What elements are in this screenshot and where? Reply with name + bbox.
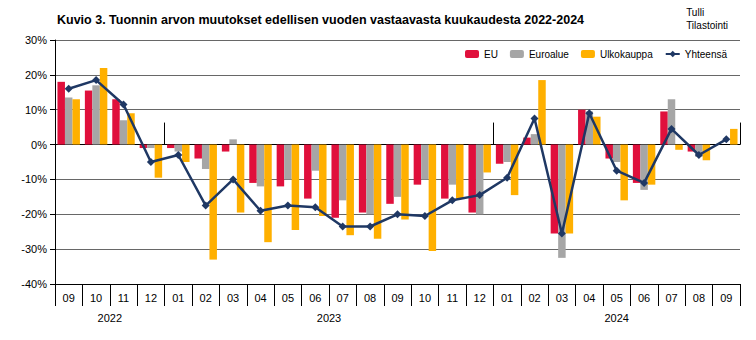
svg-text:-30%: -30% xyxy=(21,243,47,255)
svg-text:12: 12 xyxy=(145,292,157,304)
svg-text:0%: 0% xyxy=(31,139,47,151)
svg-text:-10%: -10% xyxy=(21,173,47,185)
svg-text:2024: 2024 xyxy=(604,312,628,324)
svg-text:Euroalue: Euroalue xyxy=(529,49,569,60)
svg-text:12: 12 xyxy=(474,292,486,304)
svg-text:-20%: -20% xyxy=(21,208,47,220)
svg-text:01: 01 xyxy=(172,292,184,304)
svg-text:-40%: -40% xyxy=(21,278,47,290)
svg-text:11: 11 xyxy=(447,292,458,304)
svg-text:06: 06 xyxy=(309,292,321,304)
svg-text:07: 07 xyxy=(665,292,677,304)
svg-text:04: 04 xyxy=(583,292,595,304)
svg-text:Ulkokauppa: Ulkokauppa xyxy=(600,49,653,60)
svg-text:EU: EU xyxy=(484,49,498,60)
svg-text:2022: 2022 xyxy=(98,312,122,324)
svg-text:02: 02 xyxy=(528,292,540,304)
svg-text:09: 09 xyxy=(63,292,75,304)
svg-text:20%: 20% xyxy=(25,69,47,81)
svg-text:2023: 2023 xyxy=(317,312,341,324)
svg-text:09: 09 xyxy=(720,292,732,304)
svg-text:03: 03 xyxy=(556,292,568,304)
svg-text:08: 08 xyxy=(364,292,376,304)
svg-text:05: 05 xyxy=(611,292,623,304)
svg-text:10: 10 xyxy=(419,292,431,304)
svg-text:08: 08 xyxy=(693,292,705,304)
svg-text:05: 05 xyxy=(282,292,294,304)
svg-text:Tulli: Tulli xyxy=(686,7,704,18)
svg-text:Tilastointi: Tilastointi xyxy=(686,20,728,31)
svg-text:09: 09 xyxy=(391,292,403,304)
svg-text:06: 06 xyxy=(638,292,650,304)
svg-text:01: 01 xyxy=(501,292,513,304)
svg-text:Yhteensä: Yhteensä xyxy=(685,49,728,60)
svg-text:11: 11 xyxy=(118,292,129,304)
svg-text:07: 07 xyxy=(337,292,349,304)
svg-text:30%: 30% xyxy=(25,34,47,46)
svg-text:03: 03 xyxy=(227,292,239,304)
svg-text:10%: 10% xyxy=(25,104,47,116)
svg-text:02: 02 xyxy=(200,292,212,304)
svg-text:10: 10 xyxy=(90,292,102,304)
svg-text:04: 04 xyxy=(254,292,266,304)
svg-text:Kuvio 3. Tuonnin arvon muutoks: Kuvio 3. Tuonnin arvon muutokset edellis… xyxy=(57,13,584,27)
